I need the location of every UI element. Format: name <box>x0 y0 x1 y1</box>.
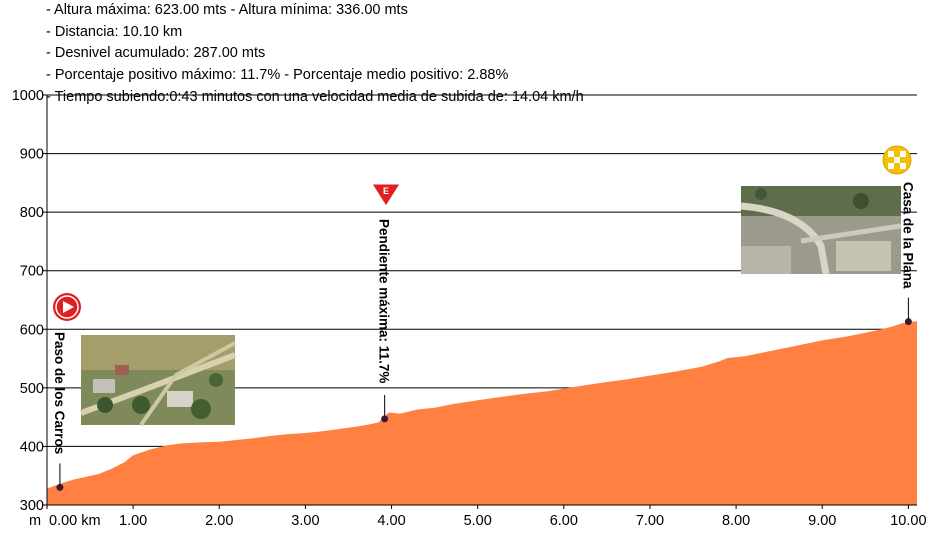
x-tick-label: 0.00 km <box>49 513 101 529</box>
x-tick-label: 4.00 <box>377 513 405 529</box>
x-tick-label: 2.00 <box>205 513 233 529</box>
stat-climb-time: - Tiempo subiendo:0:43 minutos con una v… <box>46 88 584 105</box>
y-tick-label: 700 <box>20 264 44 280</box>
y-tick-labels: 1000 900 800 700 600 500 400 300 <box>12 88 44 514</box>
marker-dot <box>56 483 64 491</box>
y-tick-label: 600 <box>20 322 44 338</box>
finish-checkered-icon <box>882 145 912 175</box>
x-tick-label: 9.00 <box>808 513 836 529</box>
x-tick-labels: m 0.00 km 1.00 2.00 3.00 4.00 5.00 6.00 7.00 8.00… <box>29 505 927 529</box>
y-tick-label: 900 <box>20 147 44 163</box>
y-tick-label: 800 <box>20 205 44 221</box>
y-tick-label: 1000 <box>12 88 44 104</box>
point-labels: Paso de los Carros Pendiente máxima: 11.7… <box>52 182 915 454</box>
max-gradient-e-icon: E <box>371 183 401 207</box>
x-tick-label: 1.00 <box>119 513 147 529</box>
x-unit-label: m <box>29 513 41 529</box>
x-tick-label: 8.00 <box>722 513 750 529</box>
axes <box>46 95 917 506</box>
y-tick-label: 400 <box>20 439 44 455</box>
elevation-area <box>47 321 917 505</box>
y-tick-label: 500 <box>20 381 44 397</box>
point-label: Casa de la Plana <box>900 182 915 289</box>
svg-text:E: E <box>383 186 389 196</box>
point-markers <box>56 297 912 491</box>
marker-dot <box>381 415 389 423</box>
x-tick-label: 5.00 <box>464 513 492 529</box>
x-tick-label: 10.00 <box>890 513 926 529</box>
x-tick-label: 6.00 <box>550 513 578 529</box>
start-play-icon <box>53 293 81 321</box>
stat-gradient: - Porcentaje positivo máximo: 11.7% - Po… <box>46 67 509 84</box>
point-label: Pendiente máxima: 11.7% <box>377 219 392 383</box>
x-tick-label: 7.00 <box>636 513 664 529</box>
y-tick-label: 300 <box>20 498 44 514</box>
marker-dot <box>904 318 912 326</box>
point-label: Paso de los Carros <box>52 332 67 454</box>
aerial-photo-finish <box>740 186 902 275</box>
stat-heights: - Altura máxima: 623.00 mts - Altura mín… <box>46 2 408 18</box>
stat-distance: - Distancia: 10.10 km <box>46 23 183 40</box>
aerial-photo-start <box>79 335 237 427</box>
route-stats: - Altura máxima: 623.00 mts - Altura mín… <box>46 0 584 109</box>
stat-elevation-gain: - Desnivel acumulado: 287.00 mts <box>46 45 266 62</box>
x-tick-label: 3.00 <box>291 513 319 529</box>
